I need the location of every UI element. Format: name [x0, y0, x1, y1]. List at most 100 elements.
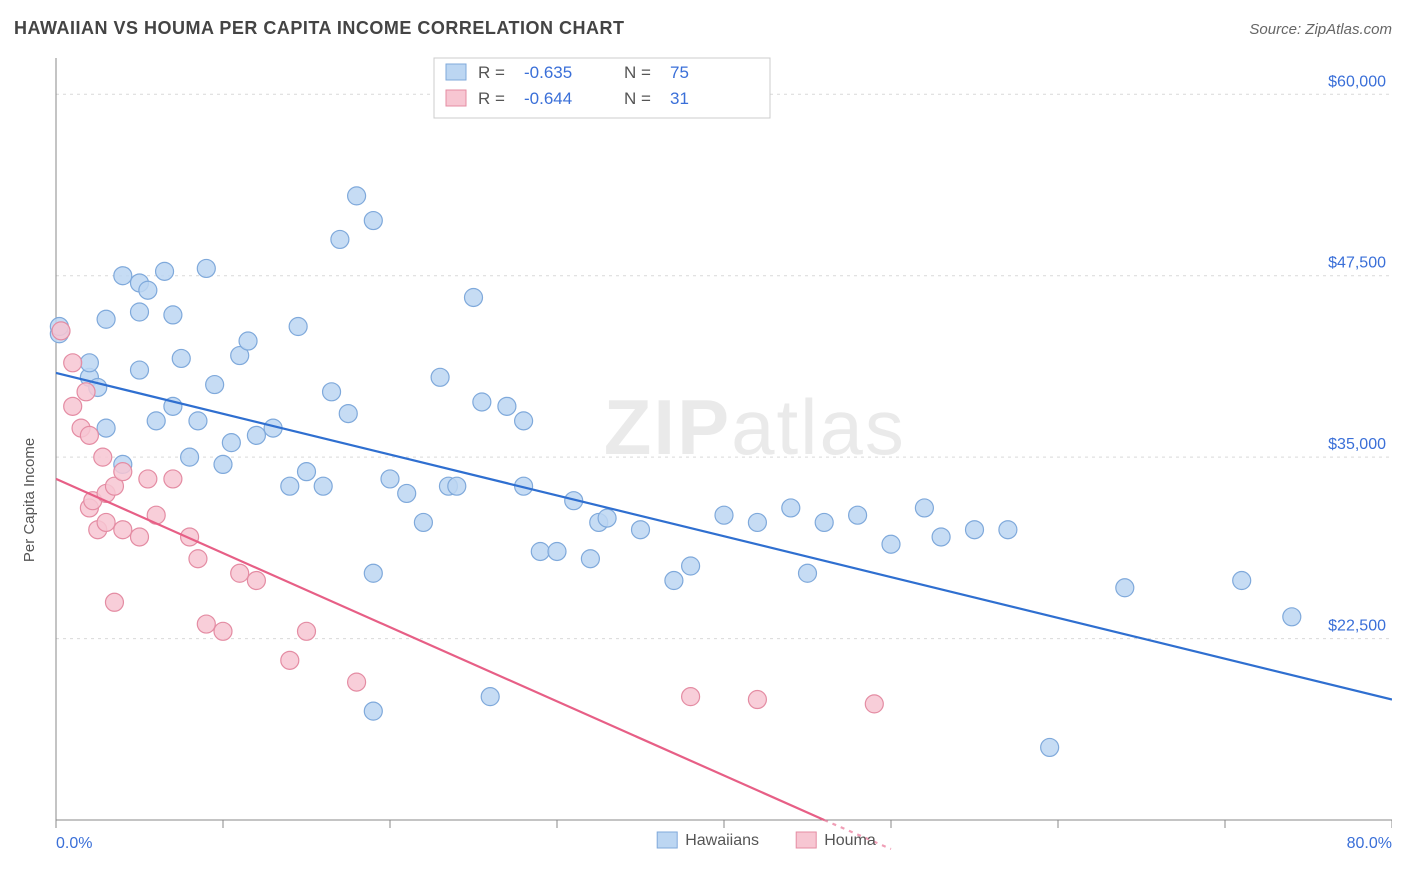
point-hawaiians — [314, 477, 332, 495]
point-hawaiians — [214, 455, 232, 473]
point-hawaiians — [197, 259, 215, 277]
point-hawaiians — [882, 535, 900, 553]
point-hawaiians — [598, 509, 616, 527]
source-prefix: Source: — [1249, 21, 1305, 38]
point-hawaiians — [131, 361, 149, 379]
point-hawaiians — [849, 506, 867, 524]
point-hawaiians — [339, 405, 357, 423]
point-houma — [247, 572, 265, 590]
scatter-chart: ZIPatlas$22,500$35,000$47,500$60,0000.0%… — [14, 50, 1392, 872]
point-hawaiians — [289, 318, 307, 336]
bottom-label-houma: Houma — [824, 832, 876, 849]
point-hawaiians — [498, 397, 516, 415]
point-houma — [77, 383, 95, 401]
point-hawaiians — [364, 702, 382, 720]
legend-r-houma: -0.644 — [524, 89, 572, 108]
point-houma — [97, 513, 115, 531]
point-hawaiians — [548, 542, 566, 560]
point-hawaiians — [156, 262, 174, 280]
point-houma — [52, 322, 70, 340]
point-hawaiians — [381, 470, 399, 488]
point-hawaiians — [281, 477, 299, 495]
legend-n-label: N = — [624, 89, 651, 108]
point-hawaiians — [181, 448, 199, 466]
point-houma — [214, 622, 232, 640]
legend-n-hawaiians: 75 — [670, 63, 689, 82]
point-houma — [131, 528, 149, 546]
point-houma — [181, 528, 199, 546]
point-hawaiians — [431, 368, 449, 386]
point-hawaiians — [932, 528, 950, 546]
chart-title: HAWAIIAN VS HOUMA PER CAPITA INCOME CORR… — [14, 18, 625, 39]
y-tick-label: $47,500 — [1328, 255, 1386, 272]
point-hawaiians — [531, 542, 549, 560]
source-name: ZipAtlas.com — [1305, 21, 1392, 38]
point-houma — [865, 695, 883, 713]
point-houma — [64, 354, 82, 372]
point-houma — [298, 622, 316, 640]
x-max-label: 80.0% — [1347, 835, 1392, 852]
point-hawaiians — [139, 281, 157, 299]
point-hawaiians — [189, 412, 207, 430]
point-hawaiians — [131, 303, 149, 321]
point-hawaiians — [1233, 572, 1251, 590]
legend-swatch-hawaiians — [446, 64, 466, 80]
point-hawaiians — [448, 477, 466, 495]
point-hawaiians — [799, 564, 817, 582]
x-min-label: 0.0% — [56, 835, 92, 852]
point-hawaiians — [999, 521, 1017, 539]
watermark: ZIPatlas — [604, 383, 906, 471]
source-attribution: Source: ZipAtlas.com — [1249, 21, 1392, 38]
y-tick-label: $35,000 — [1328, 436, 1386, 453]
chart-header: HAWAIIAN VS HOUMA PER CAPITA INCOME CORR… — [14, 18, 1392, 39]
point-hawaiians — [147, 412, 165, 430]
point-hawaiians — [465, 288, 483, 306]
point-hawaiians — [682, 557, 700, 575]
bottom-swatch-houma — [796, 832, 816, 848]
legend-r-hawaiians: -0.635 — [524, 63, 572, 82]
legend-swatch-houma — [446, 90, 466, 106]
legend-r-label: R = — [478, 63, 505, 82]
point-hawaiians — [715, 506, 733, 524]
point-houma — [197, 615, 215, 633]
bottom-label-hawaiians: Hawaiians — [685, 832, 759, 849]
point-houma — [64, 397, 82, 415]
point-hawaiians — [581, 550, 599, 568]
point-houma — [231, 564, 249, 582]
point-hawaiians — [239, 332, 257, 350]
point-hawaiians — [222, 434, 240, 452]
point-houma — [114, 463, 132, 481]
point-hawaiians — [331, 230, 349, 248]
point-hawaiians — [473, 393, 491, 411]
point-hawaiians — [515, 412, 533, 430]
point-hawaiians — [164, 306, 182, 324]
y-tick-label: $60,000 — [1328, 73, 1386, 90]
point-hawaiians — [298, 463, 316, 481]
point-hawaiians — [247, 426, 265, 444]
point-hawaiians — [80, 354, 98, 372]
y-axis-title: Per Capita Income — [21, 438, 38, 562]
chart-container: ZIPatlas$22,500$35,000$47,500$60,0000.0%… — [14, 50, 1392, 872]
point-hawaiians — [97, 419, 115, 437]
point-hawaiians — [114, 267, 132, 285]
point-hawaiians — [665, 572, 683, 590]
point-houma — [80, 426, 98, 444]
point-hawaiians — [206, 376, 224, 394]
point-houma — [682, 688, 700, 706]
point-houma — [94, 448, 112, 466]
point-hawaiians — [364, 564, 382, 582]
point-houma — [105, 593, 123, 611]
point-hawaiians — [172, 349, 190, 367]
legend-n-label: N = — [624, 63, 651, 82]
legend-r-label: R = — [478, 89, 505, 108]
point-hawaiians — [414, 513, 432, 531]
point-hawaiians — [364, 212, 382, 230]
point-houma — [164, 470, 182, 488]
point-hawaiians — [966, 521, 984, 539]
point-houma — [114, 521, 132, 539]
bottom-swatch-hawaiians — [657, 832, 677, 848]
point-hawaiians — [481, 688, 499, 706]
point-hawaiians — [1283, 608, 1301, 626]
point-houma — [348, 673, 366, 691]
point-hawaiians — [97, 310, 115, 328]
